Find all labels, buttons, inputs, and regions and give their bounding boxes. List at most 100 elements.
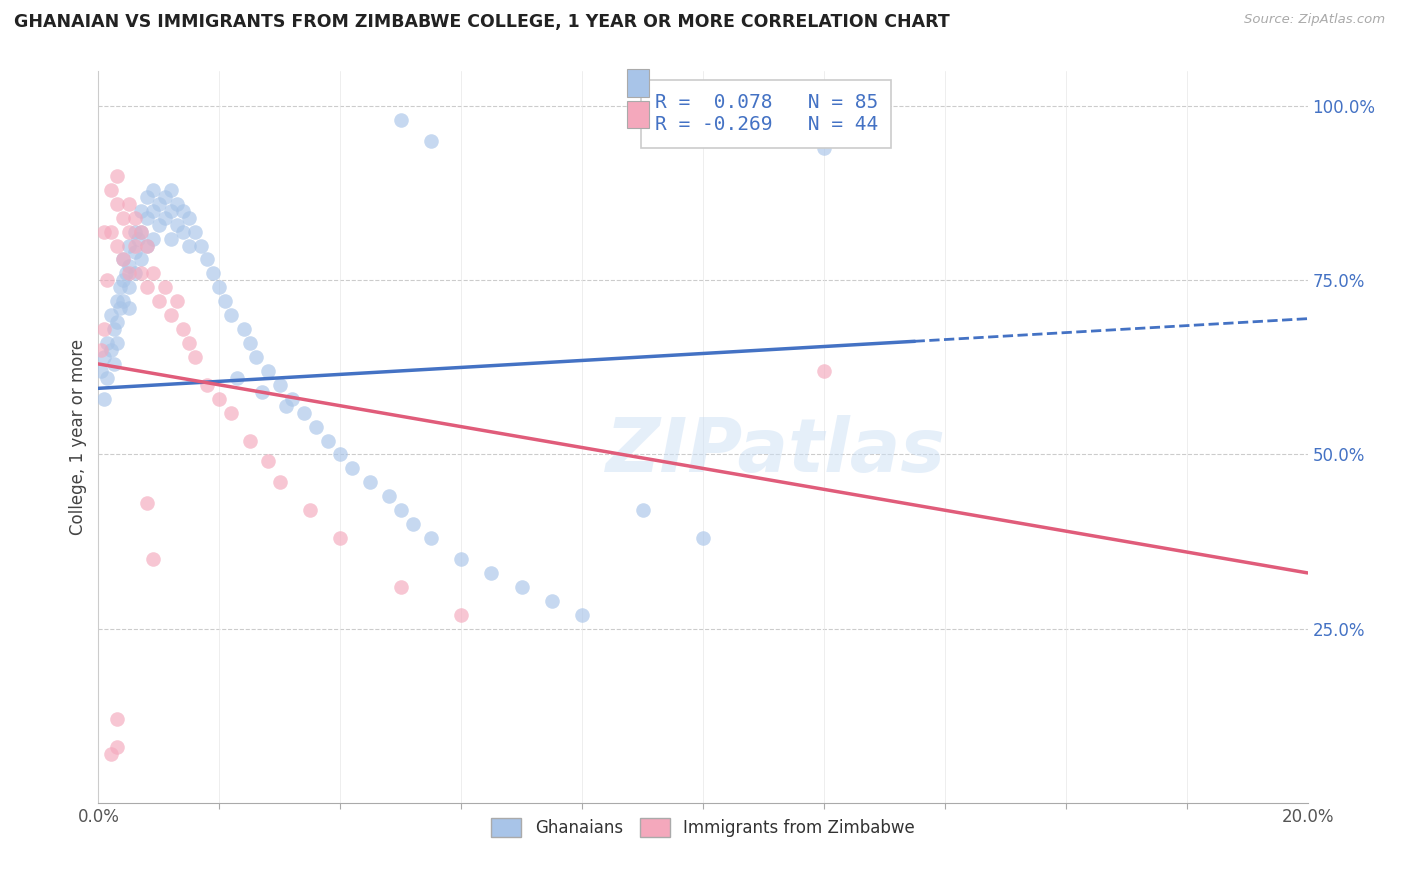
Immigrants from Zimbabwe <box>105 196 128 211</box>
Immigrants from Zimbabwe <box>129 225 152 239</box>
Ghanaians <box>100 343 122 357</box>
Ghanaians <box>281 392 304 406</box>
Immigrants from Zimbabwe <box>105 238 128 252</box>
Immigrants from Zimbabwe <box>105 740 128 755</box>
Immigrants from Zimbabwe <box>172 322 194 336</box>
Ghanaians <box>111 294 134 309</box>
Ghanaians <box>124 266 146 280</box>
Ghanaians <box>153 211 176 225</box>
Ghanaians <box>118 238 141 252</box>
Ghanaians <box>342 461 364 475</box>
Ghanaians <box>124 245 146 260</box>
Ghanaians <box>118 301 141 316</box>
Ghanaians <box>108 301 131 316</box>
Ghanaians <box>540 594 562 608</box>
Ghanaians <box>90 364 112 378</box>
Ghanaians <box>179 211 201 225</box>
Ghanaians <box>142 183 165 197</box>
Text: R =  0.078   N = 85
R = -0.269   N = 44: R = 0.078 N = 85 R = -0.269 N = 44 <box>655 94 877 135</box>
FancyBboxPatch shape <box>627 70 648 97</box>
Immigrants from Zimbabwe <box>118 266 141 280</box>
Immigrants from Zimbabwe <box>135 280 157 294</box>
Ghanaians <box>129 203 152 218</box>
Ghanaians <box>153 190 176 204</box>
Immigrants from Zimbabwe <box>148 294 170 309</box>
Ghanaians <box>160 231 183 245</box>
Ghanaians <box>103 322 125 336</box>
Ghanaians <box>208 280 231 294</box>
Immigrants from Zimbabwe <box>118 225 141 239</box>
Ghanaians <box>148 196 170 211</box>
Ghanaians <box>166 218 188 232</box>
Ghanaians <box>114 266 136 280</box>
Y-axis label: College, 1 year or more: College, 1 year or more <box>69 339 87 535</box>
Ghanaians <box>111 273 134 287</box>
Ghanaians <box>179 238 201 252</box>
Immigrants from Zimbabwe <box>239 434 262 448</box>
Ghanaians <box>329 448 352 462</box>
Immigrants from Zimbabwe <box>118 196 141 211</box>
Immigrants from Zimbabwe <box>142 266 165 280</box>
Ghanaians <box>190 238 212 252</box>
Ghanaians <box>105 336 128 351</box>
Immigrants from Zimbabwe <box>389 580 412 594</box>
Ghanaians <box>129 225 152 239</box>
Immigrants from Zimbabwe <box>160 308 183 322</box>
Immigrants from Zimbabwe <box>96 273 118 287</box>
Ghanaians <box>420 134 443 148</box>
Ghanaians <box>202 266 225 280</box>
Ghanaians <box>96 336 118 351</box>
Immigrants from Zimbabwe <box>135 238 157 252</box>
Ghanaians <box>135 238 157 252</box>
Immigrants from Zimbabwe <box>184 350 207 364</box>
Ghanaians <box>274 399 297 413</box>
Ghanaians <box>135 211 157 225</box>
Ghanaians <box>256 364 278 378</box>
Immigrants from Zimbabwe <box>208 392 231 406</box>
Ghanaians <box>226 371 249 385</box>
Ghanaians <box>221 308 243 322</box>
Immigrants from Zimbabwe <box>111 211 134 225</box>
Immigrants from Zimbabwe <box>221 406 243 420</box>
Ghanaians <box>481 566 503 580</box>
Ghanaians <box>172 225 194 239</box>
Immigrants from Zimbabwe <box>93 322 115 336</box>
Immigrants from Zimbabwe <box>153 280 176 294</box>
Immigrants from Zimbabwe <box>111 252 134 267</box>
Ghanaians <box>100 308 122 322</box>
Text: Source: ZipAtlas.com: Source: ZipAtlas.com <box>1244 13 1385 27</box>
Ghanaians <box>450 552 472 566</box>
Ghanaians <box>239 336 262 351</box>
Legend: Ghanaians, Immigrants from Zimbabwe: Ghanaians, Immigrants from Zimbabwe <box>484 810 922 846</box>
Immigrants from Zimbabwe <box>124 238 146 252</box>
Ghanaians <box>571 607 593 622</box>
Ghanaians <box>105 294 128 309</box>
Ghanaians <box>148 218 170 232</box>
Ghanaians <box>118 280 141 294</box>
Immigrants from Zimbabwe <box>299 503 322 517</box>
Ghanaians <box>360 475 382 490</box>
Immigrants from Zimbabwe <box>256 454 278 468</box>
Immigrants from Zimbabwe <box>105 169 128 183</box>
Immigrants from Zimbabwe <box>90 343 112 357</box>
Immigrants from Zimbabwe <box>813 364 835 378</box>
Ghanaians <box>129 252 152 267</box>
Immigrants from Zimbabwe <box>450 607 472 622</box>
Ghanaians <box>135 190 157 204</box>
Ghanaians <box>108 280 131 294</box>
Ghanaians <box>93 392 115 406</box>
Ghanaians <box>377 489 399 503</box>
FancyBboxPatch shape <box>627 101 648 128</box>
Ghanaians <box>250 384 273 399</box>
Ghanaians <box>510 580 533 594</box>
Ghanaians <box>118 260 141 274</box>
Ghanaians <box>166 196 188 211</box>
Ghanaians <box>111 252 134 267</box>
Ghanaians <box>245 350 267 364</box>
Ghanaians <box>305 419 328 434</box>
Immigrants from Zimbabwe <box>166 294 188 309</box>
Immigrants from Zimbabwe <box>105 712 128 726</box>
Ghanaians <box>124 225 146 239</box>
Immigrants from Zimbabwe <box>142 552 165 566</box>
Ghanaians <box>142 203 165 218</box>
